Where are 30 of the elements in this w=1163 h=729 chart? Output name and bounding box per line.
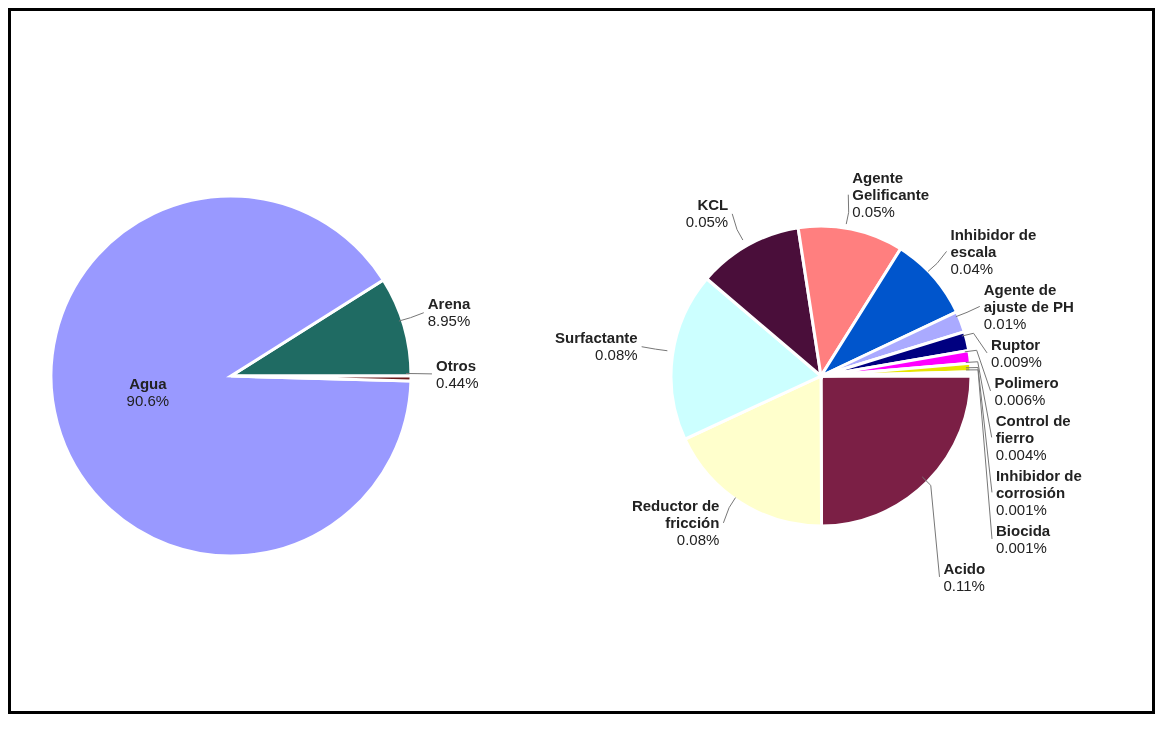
- data-label: 90.6%: [126, 392, 170, 409]
- data-label: 0.44%: [435, 373, 479, 391]
- slice-label: Inhibidor de corrosión: [995, 466, 1082, 501]
- data-label: 8.95%: [427, 312, 471, 330]
- data-label: 0.004%: [995, 445, 1047, 463]
- slice-label: Otros: [435, 356, 476, 374]
- slice-label: KCL: [697, 196, 729, 214]
- data-label: 0.05%: [852, 202, 895, 220]
- data-label: 0.009%: [991, 352, 1042, 370]
- slice-label: Ruptor: [991, 335, 1041, 353]
- slice-label: Surfactante: [555, 329, 638, 347]
- slice-label: Acido: [943, 559, 986, 577]
- slice-label: Reductor de fricción: [631, 497, 720, 531]
- slice-label: Polimero: [994, 373, 1059, 391]
- data-label: 0.04%: [950, 259, 994, 277]
- slice-label: Inhibidor de escala: [950, 225, 1037, 260]
- data-label: 0.08%: [676, 531, 720, 548]
- data-label: 0.11%: [943, 576, 985, 594]
- data-label: 0.05%: [685, 213, 729, 231]
- slice-label: Arena: [427, 295, 471, 313]
- data-label: 0.001%: [996, 538, 1047, 556]
- slice-label: Control de fierro: [995, 411, 1071, 446]
- slice-label: Biocida: [996, 521, 1051, 539]
- slice-label: Agente de ajuste de PH: [983, 280, 1074, 315]
- data-label: 0.001%: [995, 500, 1047, 518]
- slice-label: Agua: [129, 375, 168, 392]
- slice-label: Agente Gelificante: [852, 168, 929, 203]
- data-label: 0.08%: [595, 346, 638, 364]
- data-label: 0.006%: [994, 390, 1046, 408]
- data-label: 0.01%: [983, 314, 1027, 332]
